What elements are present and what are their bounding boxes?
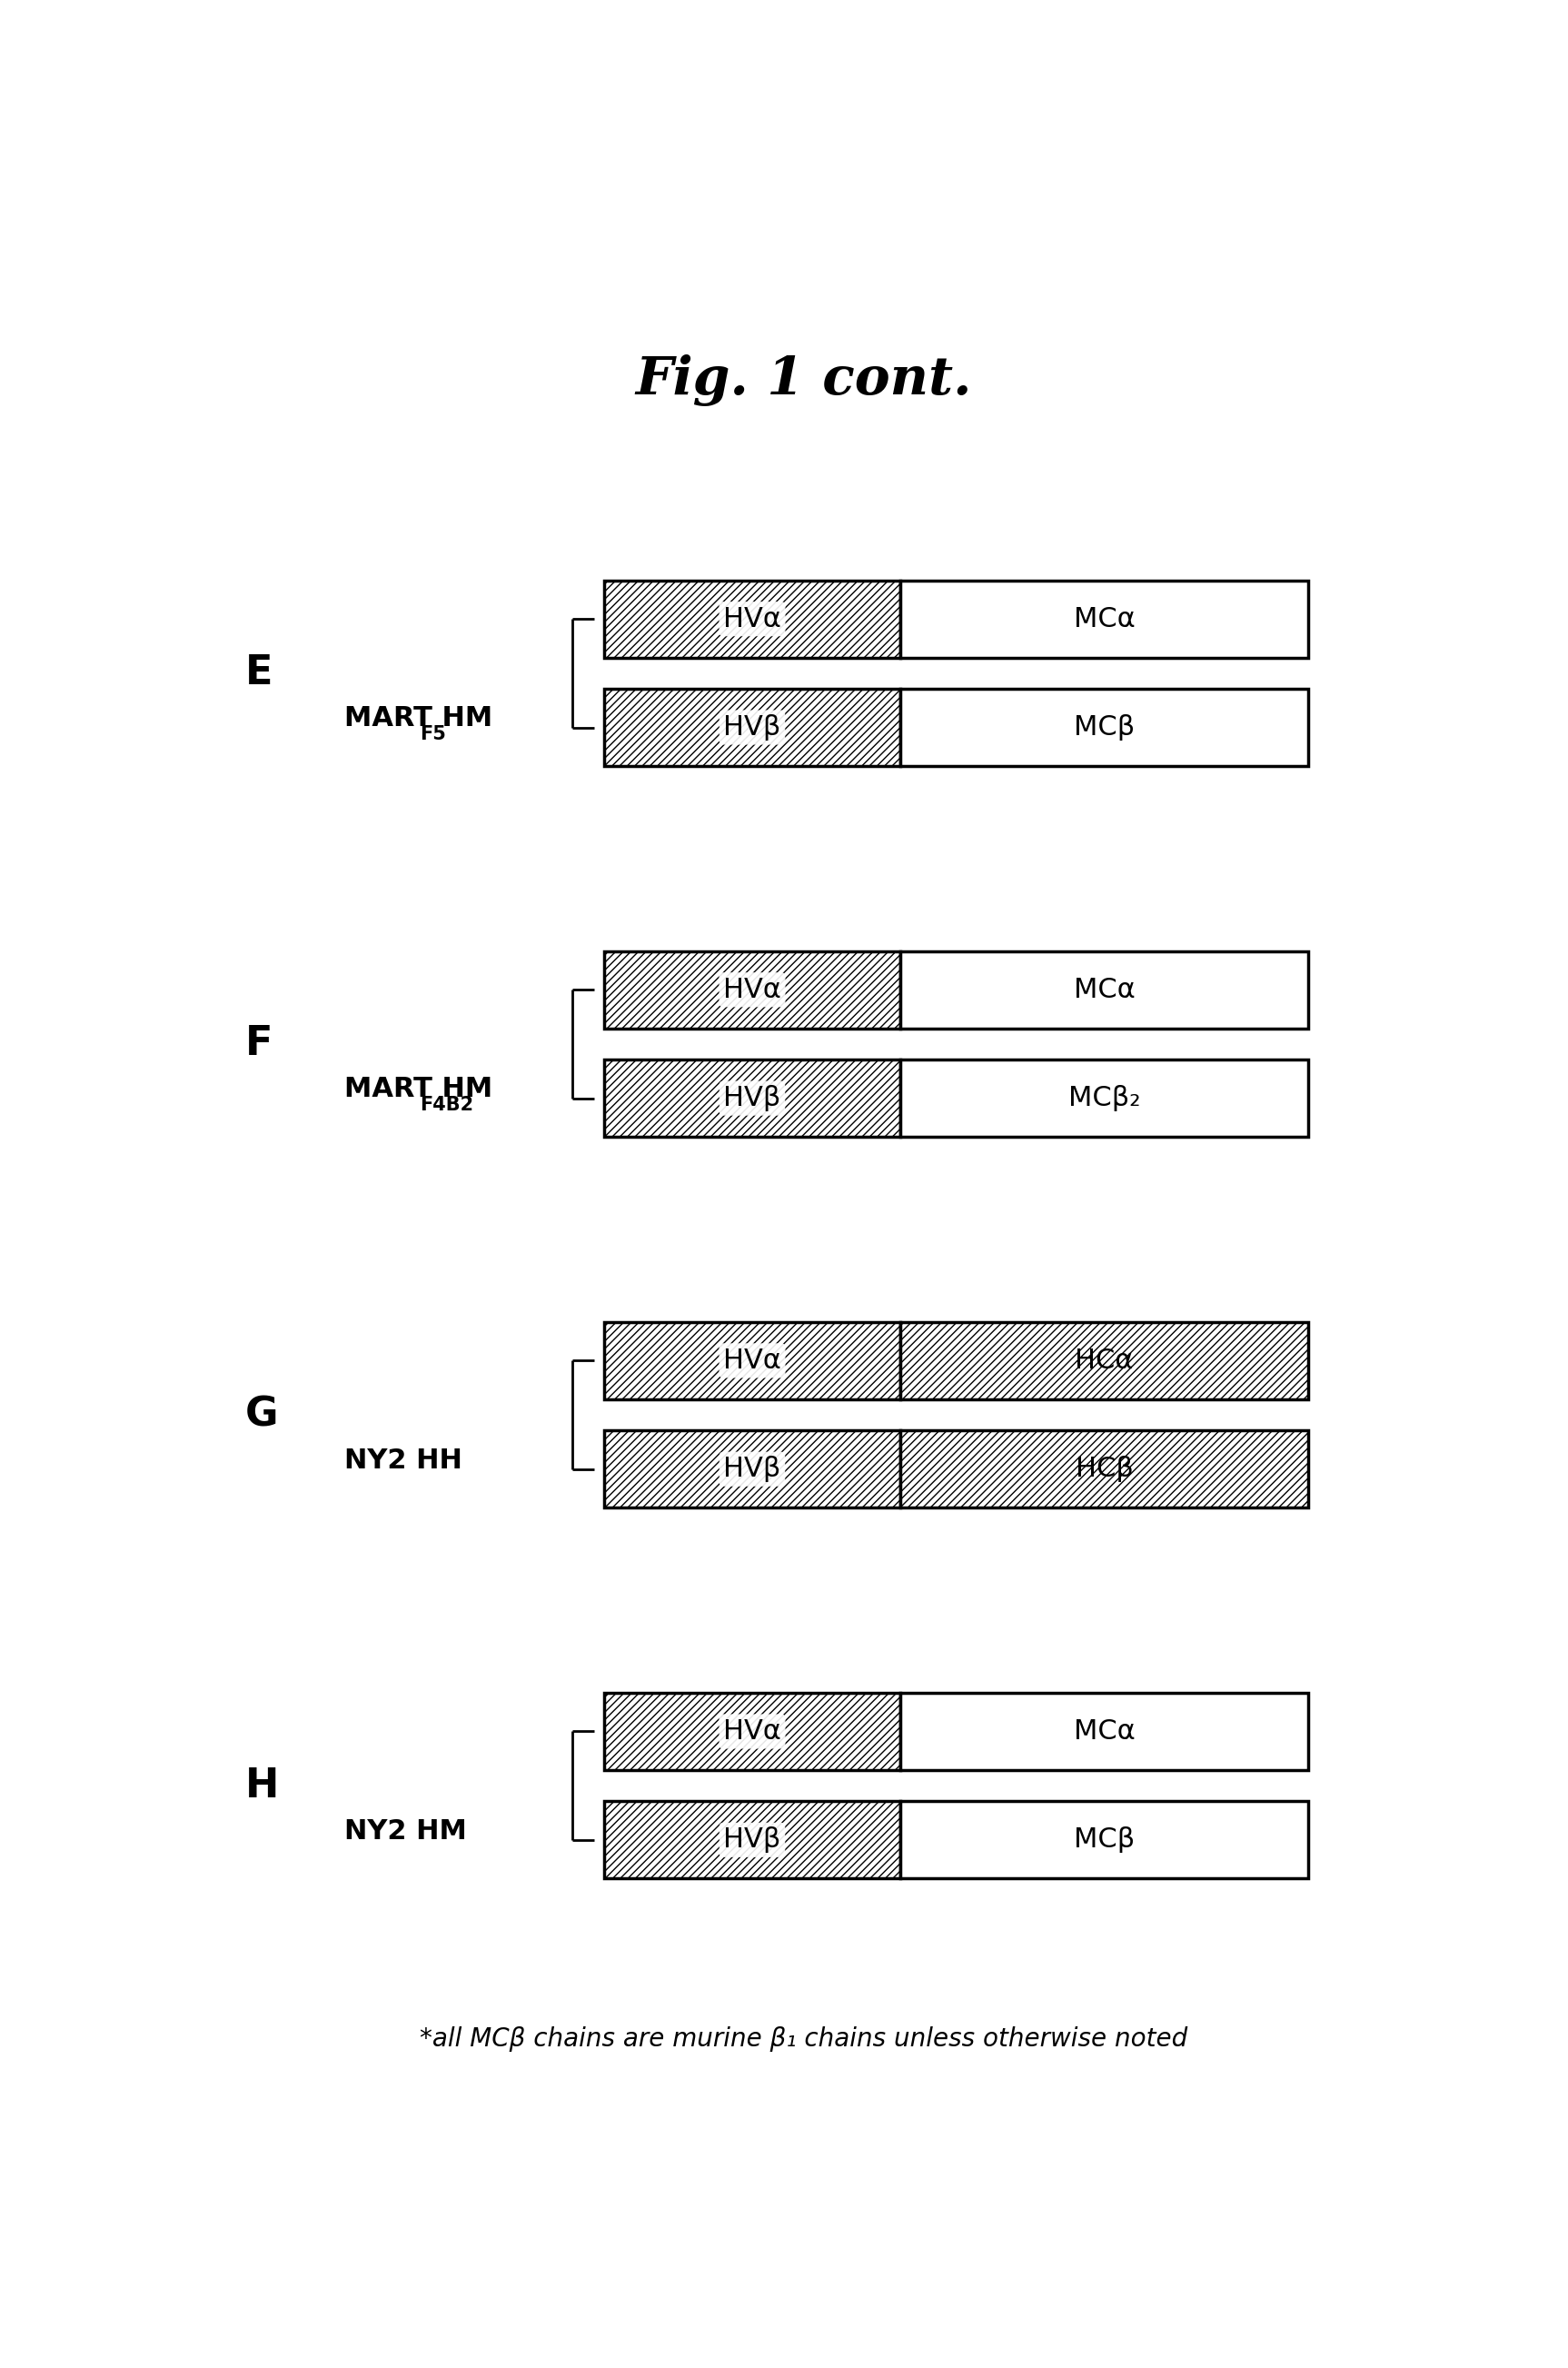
Bar bbox=[604, 580, 900, 658]
Text: MCβ: MCβ bbox=[1074, 1826, 1135, 1854]
Text: HVβ: HVβ bbox=[723, 1826, 781, 1854]
Text: H: H bbox=[245, 1767, 279, 1804]
Text: HVα: HVα bbox=[723, 606, 781, 632]
Text: NY2 HH: NY2 HH bbox=[343, 1447, 463, 1473]
Text: G: G bbox=[245, 1395, 279, 1435]
Bar bbox=[900, 580, 1308, 658]
Text: MCβ: MCβ bbox=[1074, 715, 1135, 741]
Bar bbox=[604, 1802, 900, 1878]
Text: HVβ: HVβ bbox=[723, 1085, 781, 1111]
Bar bbox=[604, 689, 900, 765]
Text: HVβ: HVβ bbox=[723, 715, 781, 741]
Text: Fig. 1 cont.: Fig. 1 cont. bbox=[635, 355, 972, 405]
Text: HVβ: HVβ bbox=[723, 1456, 781, 1482]
Bar bbox=[604, 1061, 900, 1137]
Bar bbox=[900, 1693, 1308, 1769]
Text: NY2 HM: NY2 HM bbox=[343, 1819, 466, 1845]
Bar bbox=[604, 1693, 900, 1769]
Bar bbox=[900, 1802, 1308, 1878]
Text: HVα: HVα bbox=[723, 1347, 781, 1373]
Text: F: F bbox=[245, 1025, 273, 1063]
Text: HVα: HVα bbox=[723, 1719, 781, 1745]
Text: MCα: MCα bbox=[1074, 1719, 1135, 1745]
Text: MART HM: MART HM bbox=[343, 1077, 492, 1103]
Bar bbox=[900, 1321, 1308, 1399]
Text: E: E bbox=[245, 654, 273, 694]
Text: MCα: MCα bbox=[1074, 976, 1135, 1004]
Bar bbox=[900, 952, 1308, 1028]
Bar bbox=[604, 1321, 900, 1399]
Bar bbox=[604, 1430, 900, 1508]
Text: *all MCβ chains are murine β₁ chains unless otherwise noted: *all MCβ chains are murine β₁ chains unl… bbox=[420, 2027, 1187, 2051]
Text: MCβ₂: MCβ₂ bbox=[1068, 1085, 1140, 1111]
Text: MART HM: MART HM bbox=[343, 706, 492, 732]
Bar bbox=[900, 689, 1308, 765]
Bar bbox=[900, 1061, 1308, 1137]
Text: F5: F5 bbox=[420, 725, 447, 744]
Text: HCβ: HCβ bbox=[1076, 1456, 1134, 1482]
Text: F4B2: F4B2 bbox=[420, 1096, 474, 1113]
Bar bbox=[604, 952, 900, 1028]
Text: MCα: MCα bbox=[1074, 606, 1135, 632]
Bar bbox=[900, 1430, 1308, 1508]
Text: HVα: HVα bbox=[723, 976, 781, 1004]
Text: HCα: HCα bbox=[1076, 1347, 1134, 1373]
